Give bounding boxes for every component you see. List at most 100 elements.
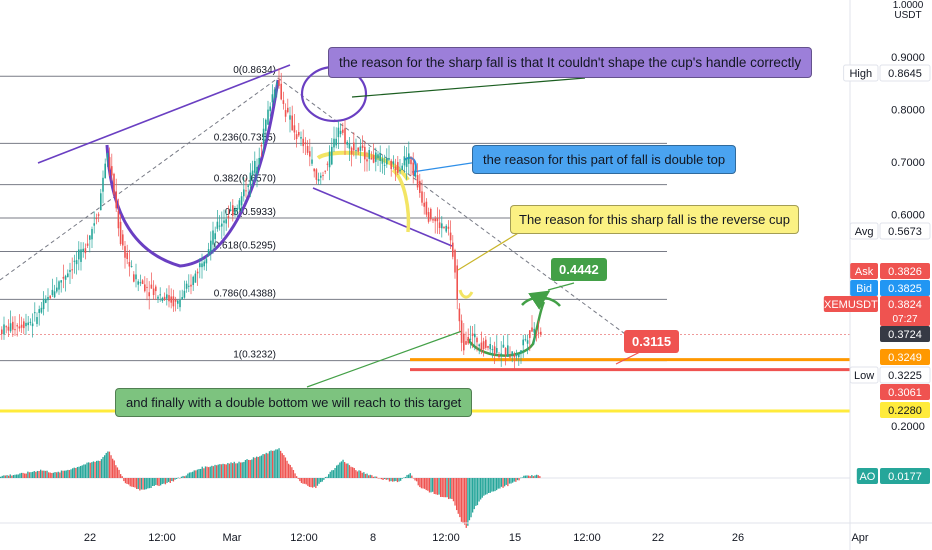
candle-body xyxy=(150,284,153,289)
fib-label: 0.382(0.6570) xyxy=(214,174,276,185)
candle-body xyxy=(379,153,381,161)
callout-reverse-cup[interactable]: The reason for this sharp fall is the re… xyxy=(510,205,799,234)
ao-bar xyxy=(504,478,506,487)
callout-double-bottom[interactable]: and finally with a double bottom we will… xyxy=(115,388,473,417)
candle-body xyxy=(20,324,23,328)
ao-bar xyxy=(361,472,363,478)
x-tick-label: 15 xyxy=(509,532,521,544)
ao-bar xyxy=(204,466,207,478)
callout-cup-handle[interactable]: the reason for the sharp fall is that It… xyxy=(328,47,813,78)
ao-bar xyxy=(390,478,392,482)
ao-bar xyxy=(36,470,39,478)
candle-body xyxy=(282,100,285,104)
ao-bar xyxy=(457,478,459,514)
candle-body xyxy=(390,160,392,170)
ao-bar xyxy=(470,478,472,518)
price-label-value: 0.3826 xyxy=(888,266,922,278)
ao-bar xyxy=(107,451,109,478)
ao-bar xyxy=(121,476,123,478)
ao-bar xyxy=(438,478,440,495)
candle-body xyxy=(51,289,54,296)
candle-body xyxy=(100,193,102,211)
ao-bar xyxy=(424,478,426,489)
ao-bar xyxy=(89,462,91,478)
candle-body xyxy=(419,180,421,193)
candle-body xyxy=(337,127,340,138)
candle-body xyxy=(452,242,454,257)
ao-bar xyxy=(147,478,149,489)
candle-body xyxy=(7,326,10,331)
callout-double-top[interactable]: the reason for this part of fall is doub… xyxy=(472,145,737,174)
price-label-extra: 07:27 xyxy=(892,314,917,325)
candle-body xyxy=(25,322,27,327)
double-bottom-curve xyxy=(466,301,546,357)
target-connector-down xyxy=(615,351,641,365)
candle-body xyxy=(361,145,364,148)
candle-body xyxy=(456,265,458,300)
candle-body xyxy=(56,287,58,292)
ao-bar xyxy=(220,464,223,478)
candle-body xyxy=(38,309,40,313)
ao-bar xyxy=(454,478,456,506)
ao-bar xyxy=(20,472,23,478)
price-label-box xyxy=(880,280,930,296)
price-label-name: Avg xyxy=(855,226,874,238)
price-label-value: 0.8645 xyxy=(888,68,922,80)
ao-bar xyxy=(123,478,125,482)
ao-bar xyxy=(379,478,381,479)
ao-bar xyxy=(280,450,282,478)
candle-body xyxy=(243,189,245,197)
ao-bar xyxy=(497,478,499,489)
ao-bar xyxy=(307,478,309,486)
ao-bar xyxy=(360,470,362,478)
ao-bar xyxy=(249,460,251,478)
ao-bar xyxy=(238,461,240,478)
candle-body xyxy=(256,166,258,175)
ao-bar xyxy=(208,467,210,478)
double-top-marker xyxy=(403,156,417,177)
ao-bar xyxy=(88,462,90,478)
ao-bar xyxy=(273,450,275,478)
candle-body xyxy=(238,200,241,210)
ao-bar xyxy=(56,472,58,478)
candle-body xyxy=(346,141,348,145)
ao-bar xyxy=(78,466,80,478)
ao-bar xyxy=(460,478,463,522)
ao-bar xyxy=(312,478,314,488)
candle-body xyxy=(93,223,95,226)
candle-body xyxy=(117,210,120,229)
ao-bar xyxy=(201,466,203,478)
ao-bar xyxy=(304,478,306,484)
candle-body xyxy=(36,317,38,324)
ao-bar xyxy=(14,474,16,478)
candle-body xyxy=(60,280,62,283)
ao-bar xyxy=(342,459,344,478)
ao-bar xyxy=(84,464,87,478)
candle-body xyxy=(225,219,227,224)
y-tick-label: 0.9000 xyxy=(891,52,925,64)
ao-bar xyxy=(228,463,231,478)
ao-bar xyxy=(188,472,191,478)
ao-bar xyxy=(96,460,98,478)
ao-bar xyxy=(184,476,186,478)
ao-bar xyxy=(296,476,298,478)
ao-bar xyxy=(216,465,218,478)
candle-body xyxy=(34,312,36,314)
candle-body xyxy=(386,158,388,165)
target-up-label[interactable]: 0.4442 xyxy=(551,258,607,281)
candle-body xyxy=(304,142,307,145)
price-label-value: 0.3225 xyxy=(888,370,922,382)
candle-body xyxy=(130,266,133,268)
ao-bar xyxy=(17,474,19,478)
candle-body xyxy=(23,321,25,329)
ao-bar xyxy=(86,462,88,478)
ao-bar xyxy=(412,478,415,479)
ao-bar xyxy=(400,478,402,481)
candle-body xyxy=(31,323,34,327)
ao-bar xyxy=(260,455,263,478)
price-label-name-box xyxy=(849,222,879,240)
ao-bar xyxy=(377,478,379,479)
candle-body xyxy=(236,208,238,211)
target-down-label[interactable]: 0.3115 xyxy=(624,330,680,353)
callout-connector-4 xyxy=(306,330,463,388)
